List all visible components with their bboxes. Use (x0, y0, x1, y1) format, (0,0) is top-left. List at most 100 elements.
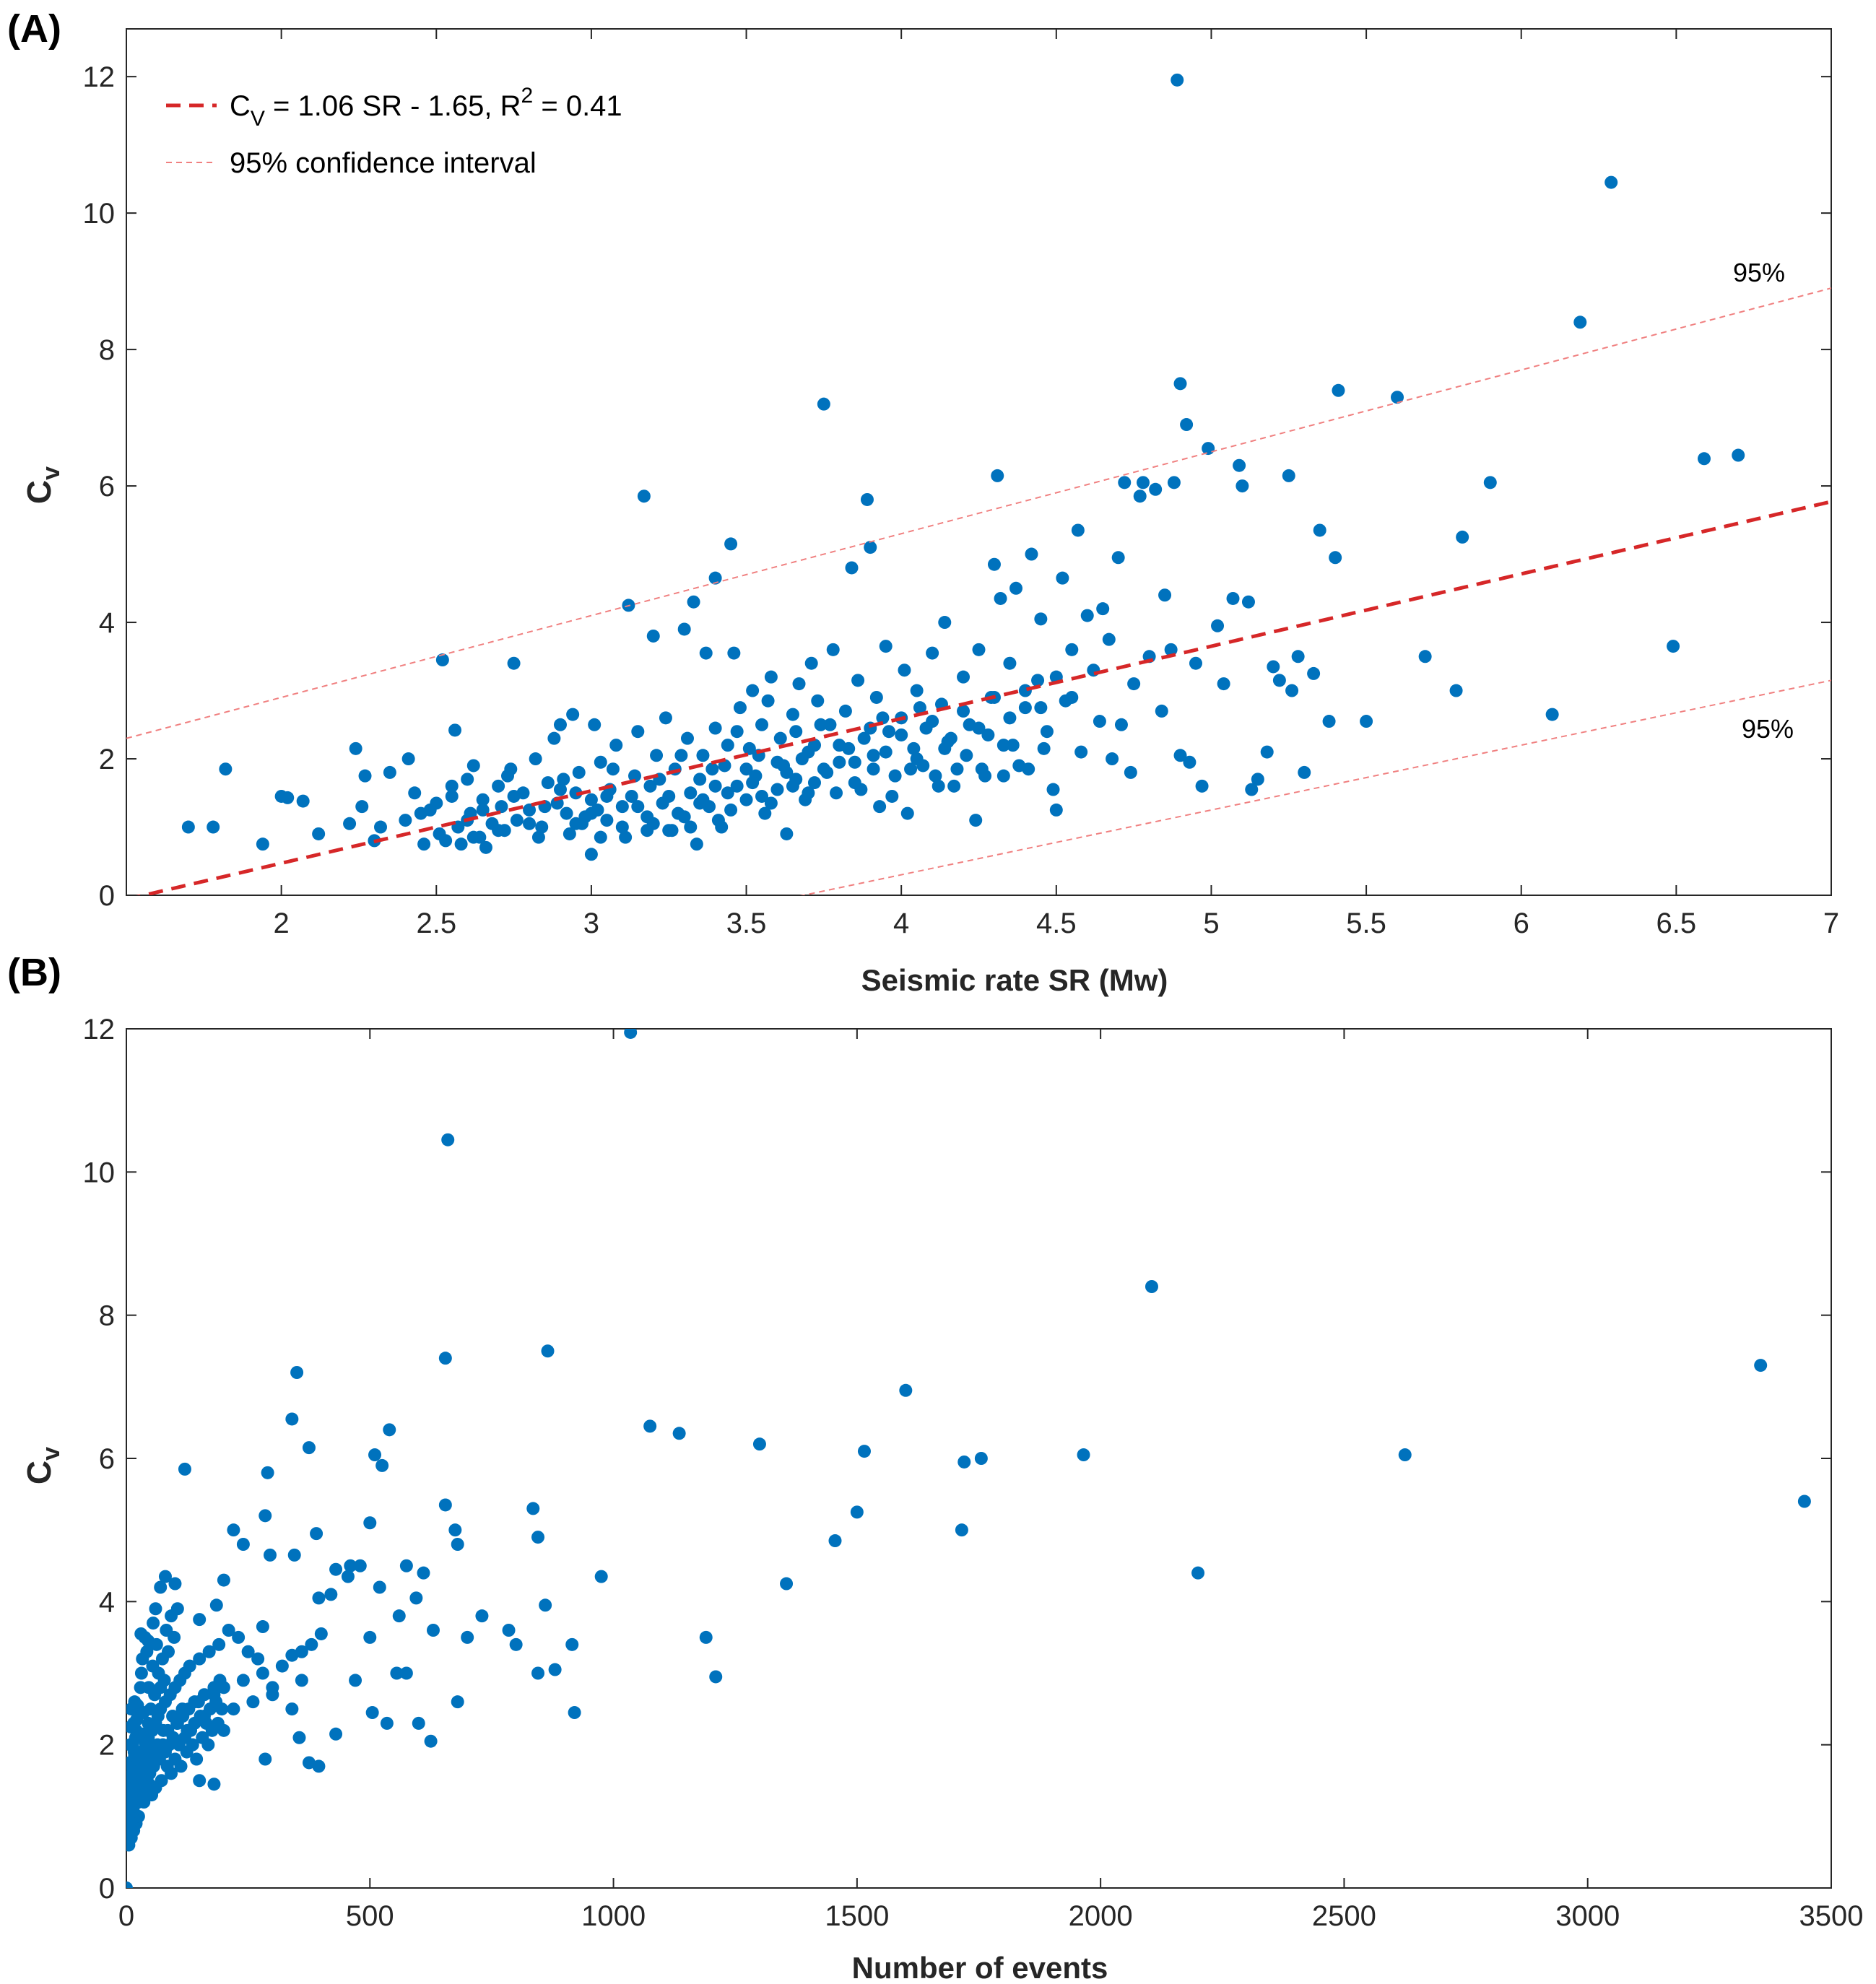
data-point (454, 837, 468, 851)
data-point (1009, 581, 1023, 595)
data-point (637, 490, 651, 503)
y-tick-label: 8 (99, 334, 115, 366)
data-point (424, 1734, 438, 1748)
data-point (680, 731, 694, 745)
data-point (1449, 684, 1463, 697)
data-point (140, 1645, 154, 1658)
data-point (162, 1645, 175, 1658)
data-point (476, 793, 490, 806)
data-point (409, 1591, 423, 1605)
data-point (182, 1702, 196, 1716)
data-point (1202, 442, 1215, 456)
data-point (1003, 711, 1017, 725)
data-point (1127, 677, 1141, 691)
data-point (1173, 377, 1187, 391)
data-point (312, 1591, 326, 1605)
data-point (594, 830, 607, 844)
data-point (399, 1559, 413, 1572)
y-tick-label: 12 (83, 1014, 116, 1045)
data-point (1074, 745, 1088, 759)
y-tick-label: 12 (83, 61, 116, 93)
data-point (565, 1637, 579, 1651)
data-point (178, 1462, 191, 1476)
data-point (848, 755, 861, 769)
data-point (285, 1702, 299, 1716)
data-point (957, 1455, 971, 1469)
plot-contents (126, 1029, 1811, 1888)
data-point (957, 704, 970, 718)
data-point (186, 1738, 199, 1752)
x-tick-label: 7 (1823, 908, 1839, 939)
y-tick-label: 0 (99, 880, 115, 912)
data-point (475, 1609, 489, 1623)
data-point (830, 786, 843, 800)
data-point (236, 1674, 250, 1687)
data-point (677, 622, 691, 636)
x-tick-label: 5.5 (1346, 908, 1386, 939)
data-point (947, 779, 961, 793)
x-tick-label: 3500 (1799, 1900, 1864, 1932)
data-point (236, 1538, 250, 1551)
data-point (758, 806, 772, 820)
data-point (674, 749, 688, 762)
panel-b-x-axis-label: Number of events (852, 1951, 1108, 1984)
data-point (380, 1716, 394, 1730)
data-point (466, 759, 480, 773)
data-point (547, 731, 561, 745)
data-point (950, 762, 964, 776)
data-point (1071, 523, 1085, 537)
data-point (1031, 674, 1045, 687)
x-tick-label: 4 (893, 908, 909, 939)
data-point (390, 1666, 404, 1680)
data-point (1133, 490, 1147, 503)
data-point (615, 820, 629, 834)
data-point (241, 1645, 255, 1658)
data-point (1245, 783, 1259, 796)
data-point (600, 814, 614, 827)
data-point (510, 814, 524, 827)
data-point (1313, 523, 1326, 537)
data-point (502, 1624, 516, 1637)
data-point (1124, 765, 1137, 779)
data-point (1167, 476, 1181, 490)
data-point (451, 1538, 464, 1551)
data-point (594, 755, 607, 769)
x-tick-label: 3 (583, 908, 599, 939)
y-tick-label: 0 (99, 1873, 115, 1905)
data-point (1158, 588, 1172, 602)
data-point (126, 1838, 136, 1852)
data-point (969, 814, 983, 827)
data-point (991, 469, 1004, 482)
y-tick-label: 2 (99, 1730, 115, 1762)
data-point (1018, 684, 1032, 697)
data-point (344, 1559, 357, 1572)
x-tick-label: 3000 (1555, 1900, 1620, 1932)
data-point (780, 765, 794, 779)
data-point (174, 1759, 188, 1773)
data-point (285, 1648, 299, 1662)
data-point (1573, 316, 1587, 329)
data-point (773, 731, 787, 745)
data-point (295, 1674, 308, 1687)
data-point (531, 1531, 545, 1544)
data-point (529, 752, 542, 766)
data-point (1025, 547, 1038, 561)
data-point (445, 779, 459, 793)
data-point (1040, 725, 1054, 739)
data-point (1191, 1566, 1205, 1580)
data-point (412, 1716, 425, 1730)
annotation-upper-95: 95% (1733, 258, 1785, 287)
plot-contents (126, 73, 1831, 895)
data-point (1322, 715, 1336, 728)
data-point (724, 537, 738, 551)
data-point (752, 1437, 766, 1451)
data-point (296, 794, 310, 808)
data-point (730, 779, 744, 793)
data-point (910, 752, 924, 766)
data-point (1307, 666, 1321, 680)
data-point (972, 643, 986, 656)
data-point (426, 1624, 440, 1637)
data-point (631, 725, 645, 739)
data-point (910, 684, 924, 697)
data-point (1667, 640, 1680, 653)
